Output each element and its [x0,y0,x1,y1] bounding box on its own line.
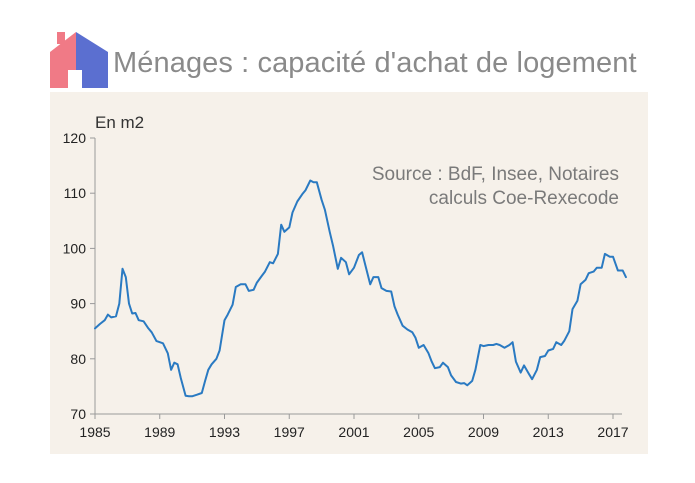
x-tick-label: 1985 [79,424,110,440]
y-tick-label: 70 [70,406,86,422]
y-tick-label: 100 [63,240,87,256]
source-line-1: Source : BdF, Insee, Notaires [371,164,619,185]
page-title: Ménages : capacité d'achat de logement [113,47,637,79]
x-tick-label: 2005 [403,424,434,440]
chart-axes [94,138,622,415]
x-tick-label: 2017 [597,424,628,440]
x-tick-label: 2009 [468,424,499,440]
y-tick-label: 80 [70,351,86,367]
x-tick-label: 1989 [144,424,175,440]
header: Ménages : capacité d'achat de logement [0,0,695,92]
x-tick-label: 1993 [209,424,240,440]
house-icon [50,32,108,88]
house-right-roof [76,32,108,88]
house-chimney [57,32,65,44]
y-tick-label: 120 [63,130,87,146]
source-note: Source : BdF, Insee, Notaires calculs Co… [372,163,619,211]
x-tick-label: 2013 [533,424,564,440]
series-line [94,179,627,398]
chart-series [94,179,627,398]
source-line-2: calculs Coe-Rexecode [428,188,619,209]
y-tick-label: 90 [70,296,86,312]
y-tick-label: 110 [64,185,87,201]
y-axis-unit-label: En m2 [95,113,145,132]
house-door [68,70,82,88]
x-tick-label: 1997 [274,424,305,440]
x-tick-label: 2001 [338,424,369,440]
chart-ticks: 70 80 90 100 110 120 1985 1989 1993 1997 2001 2005 2… [63,130,629,440]
